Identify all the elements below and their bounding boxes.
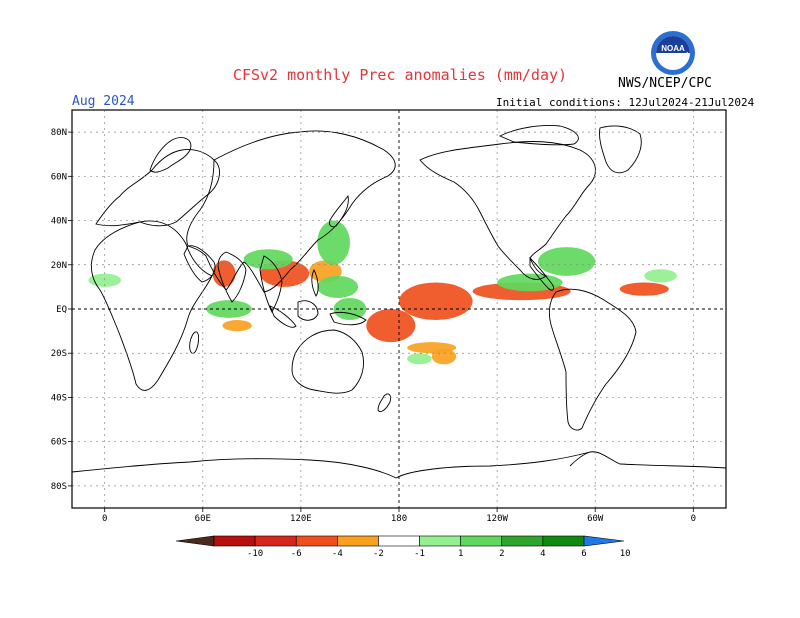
colorbar-label: 4 bbox=[540, 549, 545, 559]
anomaly-region-17 bbox=[407, 353, 432, 365]
coast-japan bbox=[329, 194, 349, 228]
colorbar-box bbox=[419, 535, 461, 547]
colorbar: -10 -6 -4 -2 -1 1 2 4 6 10 bbox=[175, 535, 631, 559]
coast-newzealand bbox=[377, 393, 391, 413]
anomaly-region-4 bbox=[619, 282, 669, 296]
anomaly-region-18 bbox=[88, 273, 122, 287]
colorbar-label: -6 bbox=[291, 549, 302, 559]
initial-conditions: Initial conditions: 12Jul2024-21Jul2024 bbox=[496, 96, 755, 109]
coast-philippines bbox=[311, 268, 319, 297]
anomaly-region-15 bbox=[537, 247, 596, 276]
anomaly-region-0 bbox=[399, 282, 473, 321]
lat-label: 80S bbox=[51, 482, 67, 492]
colorbar-label: -4 bbox=[332, 549, 343, 559]
lon-label: 60E bbox=[195, 514, 211, 524]
anomaly-region-12 bbox=[243, 249, 293, 270]
colorbar-label: -1 bbox=[414, 549, 425, 559]
chart-title: CFSv2 monthly Prec anomalies (mm/day) bbox=[232, 66, 568, 84]
colorbar-box bbox=[295, 535, 338, 547]
noaa-logo-icon: NOAA bbox=[651, 31, 695, 75]
colorbar-label: 6 bbox=[581, 549, 586, 559]
colorbar-label: 10 bbox=[620, 549, 631, 559]
coast-indochina bbox=[259, 255, 283, 314]
colorbar-right-arrow bbox=[583, 535, 625, 547]
grid-lines bbox=[72, 110, 726, 508]
anomaly-region-19 bbox=[644, 269, 677, 283]
anomaly-region-9 bbox=[222, 320, 252, 332]
colorbar-label: 2 bbox=[499, 549, 504, 559]
lat-label: 20S bbox=[51, 349, 67, 359]
coast-australia bbox=[291, 329, 364, 394]
lat-label: 20N bbox=[51, 261, 67, 271]
anomaly-region-14 bbox=[497, 273, 563, 292]
latitude-labels: 80N 60N 40N 20N EQ 20S 40S 60S 80S bbox=[51, 128, 72, 492]
coast-arabia bbox=[183, 245, 216, 283]
colorbar-box bbox=[213, 535, 256, 547]
lon-label: 120W bbox=[486, 514, 508, 524]
noaa-logo-text: NOAA bbox=[661, 44, 685, 53]
anomaly-region-8 bbox=[431, 348, 457, 365]
anomaly-region-2 bbox=[366, 309, 416, 343]
coast-antarctica bbox=[72, 451, 726, 479]
colorbar-box bbox=[460, 535, 503, 547]
colorbar-box bbox=[378, 535, 420, 547]
anomaly-region-10 bbox=[317, 275, 359, 298]
coast-greenland bbox=[599, 125, 642, 174]
coast-antarctic-peninsula bbox=[569, 451, 591, 467]
longitude-labels: 0 60E 120E 180 120W 60W 0 bbox=[102, 508, 696, 524]
colorbar-left-arrow bbox=[175, 535, 215, 547]
lat-label: 80N bbox=[51, 128, 67, 138]
coast-borneo bbox=[297, 300, 319, 321]
coast-south-america bbox=[548, 288, 637, 431]
lon-label: 180 bbox=[391, 514, 407, 524]
coast-asia bbox=[186, 130, 396, 293]
lon-label: 0 bbox=[102, 514, 107, 524]
colorbar-label: 1 bbox=[458, 549, 463, 559]
coast-sumatra bbox=[269, 305, 297, 328]
colorbar-box bbox=[337, 535, 379, 547]
colorbar-box bbox=[254, 535, 297, 547]
anomaly-region-5 bbox=[212, 260, 236, 287]
coast-india bbox=[217, 251, 247, 303]
lon-label: 120E bbox=[290, 514, 312, 524]
lat-label: 40N bbox=[51, 217, 67, 227]
lon-label: 60W bbox=[587, 514, 604, 524]
colorbar-box bbox=[542, 535, 585, 547]
lat-label: EQ bbox=[56, 305, 67, 315]
lat-label: 40S bbox=[51, 393, 67, 403]
anomaly-region-11 bbox=[317, 220, 350, 265]
coast-central-america bbox=[529, 256, 555, 291]
forecast-month: Aug 2024 bbox=[72, 94, 135, 109]
coast-arctic-islands bbox=[498, 125, 579, 146]
agency-label: NWS/NCEP/CPC bbox=[618, 76, 712, 91]
lat-label: 60S bbox=[51, 438, 67, 448]
coastlines bbox=[72, 125, 726, 479]
colorbar-box bbox=[501, 535, 544, 547]
coast-newguinea bbox=[329, 311, 367, 326]
lon-label: 0 bbox=[691, 514, 696, 524]
lat-label: 60N bbox=[51, 172, 67, 182]
colorbar-label: -2 bbox=[373, 549, 384, 559]
coast-scandinavia bbox=[149, 137, 192, 173]
colorbar-label: -10 bbox=[247, 549, 263, 559]
